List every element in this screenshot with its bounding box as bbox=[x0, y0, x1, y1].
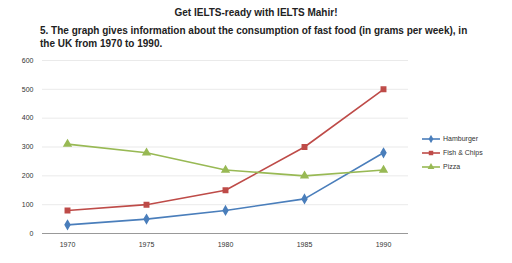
html-text:Get IELTS-ready with IELTS Mah: Get IELTS-ready with IELTS Mahir! bbox=[174, 7, 338, 18]
svg-text:400: 400 bbox=[22, 114, 34, 121]
svg-text:500: 500 bbox=[22, 86, 34, 93]
svg-text:1975: 1975 bbox=[139, 241, 155, 248]
svg-text:1970: 1970 bbox=[60, 241, 76, 248]
svg-text:0: 0 bbox=[30, 230, 34, 237]
svg-text:1980: 1980 bbox=[218, 241, 234, 248]
svg-text:100: 100 bbox=[22, 201, 34, 208]
html-text:Hamburger: Hamburger bbox=[443, 135, 478, 142]
svg-text:600: 600 bbox=[22, 57, 34, 64]
html-text:Pizza: Pizza bbox=[443, 163, 461, 170]
html-text:Fish & Chips: Fish & Chips bbox=[443, 149, 483, 156]
svg-text:300: 300 bbox=[22, 143, 34, 150]
html-text:5. The graph gives information: 5. The graph gives information about the… bbox=[40, 25, 468, 49]
svg-text:1990: 1990 bbox=[376, 241, 392, 248]
svg-text:1985: 1985 bbox=[297, 241, 313, 248]
svg-text:200: 200 bbox=[22, 172, 34, 179]
